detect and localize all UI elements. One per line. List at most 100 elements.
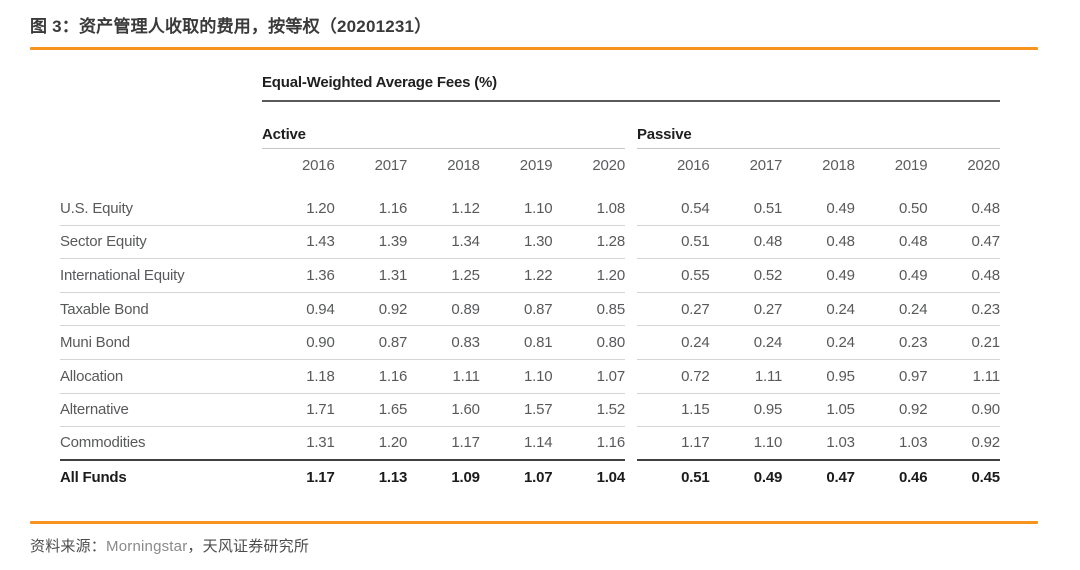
row-segment-active: Alternative 1.71 1.65 1.60 1.57 1.52 — [60, 394, 625, 428]
fee-value-active: 0.83 — [451, 334, 480, 352]
fee-value-active: 0.94 — [306, 300, 335, 318]
fee-value-active: 1.12 — [451, 199, 480, 217]
column-group-gap — [625, 427, 637, 461]
fee-value-passive: 0.24 — [826, 300, 855, 318]
fee-value-active: 1.07 — [596, 367, 626, 385]
fee-value-active: 1.20 — [378, 434, 408, 452]
fee-value-passive: 0.51 — [753, 199, 783, 217]
fee-value-active: 1.08 — [596, 199, 626, 217]
fee-value-active: 1.11 — [452, 367, 480, 385]
fee-value-passive: 0.47 — [971, 233, 1001, 251]
fee-value-active: 1.25 — [451, 266, 480, 284]
year-header-cell: 2016 — [676, 157, 710, 174]
fee-value-active: 1.13 — [378, 469, 408, 487]
fee-value-active: 1.34 — [451, 233, 480, 251]
row-segment-active: Muni Bond 0.90 0.87 0.83 0.81 0.80 — [60, 326, 625, 360]
fee-value-passive: 0.27 — [681, 300, 710, 318]
fee-value-passive: 0.45 — [971, 469, 1001, 487]
fee-value-active: 1.04 — [596, 469, 626, 487]
fee-value-passive: 0.24 — [898, 300, 928, 318]
title-divider-rule — [30, 47, 1038, 50]
fee-value-passive: 1.03 — [826, 434, 855, 452]
source-note: 资料来源：Morningstar，天风证券研究所 — [30, 535, 309, 556]
row-label: International Equity — [60, 266, 185, 284]
fee-value-passive: 0.49 — [898, 266, 928, 284]
fee-value-passive: 0.49 — [753, 469, 783, 487]
fee-value-active: 0.80 — [596, 334, 626, 352]
fee-value-active: 1.17 — [451, 434, 480, 452]
fee-value-passive: 1.03 — [898, 434, 928, 452]
row-label: Allocation — [60, 367, 124, 385]
row-segment-active: International Equity 1.36 1.31 1.25 1.22 1.20 — [60, 259, 625, 293]
row-segment-passive: 0.72 1.11 0.95 0.97 1.11 — [636, 360, 1000, 394]
fee-value-active: 0.92 — [378, 300, 408, 318]
fee-value-passive: 0.24 — [826, 334, 855, 352]
fee-value-active: 0.81 — [523, 334, 553, 352]
column-group-gap — [625, 192, 637, 226]
column-group-gap — [625, 126, 637, 149]
fee-value-active: 1.60 — [451, 401, 480, 419]
fee-value-active: 1.14 — [523, 434, 553, 452]
fee-value-active: 1.36 — [306, 266, 335, 284]
fee-value-passive: 0.92 — [898, 401, 928, 419]
fee-value-active: 1.10 — [523, 367, 553, 385]
fee-value-passive: 1.10 — [753, 434, 783, 452]
row-segment-passive: 0.51 0.48 0.48 0.48 0.47 — [636, 226, 1001, 260]
fee-value-passive: 0.24 — [753, 334, 783, 352]
table-row: Muni Bond 0.90 0.87 0.83 0.81 0.80 0.24 0.24 0.2… — [60, 326, 1000, 360]
fee-value-passive: 0.95 — [826, 367, 855, 385]
fee-value-active: 1.31 — [306, 434, 335, 452]
column-group-gap — [625, 461, 637, 495]
group-header-spacer — [60, 126, 262, 149]
fee-value-passive: 1.15 — [681, 401, 710, 419]
fee-value-passive: 0.46 — [898, 469, 928, 487]
row-segment-passive: 0.54 0.51 0.49 0.50 0.48 — [636, 192, 1000, 226]
row-label: Taxable Bond — [60, 300, 149, 318]
table-row: Sector Equity 1.43 1.39 1.34 1.30 1.28 0.51 0.4… — [60, 226, 1000, 260]
fee-value-passive: 0.48 — [971, 266, 1001, 284]
year-header-cell: 2019 — [894, 157, 928, 174]
fee-value-passive: 0.97 — [898, 367, 928, 385]
table-body: U.S. Equity 1.20 1.16 1.12 1.10 1.08 0.54 0.51 0… — [60, 192, 1000, 495]
year-header-cell: 2016 — [302, 157, 335, 174]
row-segment-passive: 0.27 0.27 0.24 0.24 0.23 — [636, 293, 1000, 327]
row-segment-active: Allocation 1.18 1.16 1.11 1.10 1.07 — [60, 360, 625, 394]
year-header-cell: 2019 — [519, 157, 553, 174]
fee-value-active: 1.39 — [378, 233, 408, 251]
fee-value-passive: 0.50 — [898, 199, 928, 217]
row-label: All Funds — [60, 469, 127, 487]
fee-value-passive: 0.27 — [753, 300, 783, 318]
fee-value-active: 1.57 — [523, 401, 553, 419]
column-group-gap — [625, 360, 637, 394]
column-group-gap — [625, 394, 637, 428]
table-row: International Equity 1.36 1.31 1.25 1.22 1.20… — [60, 259, 1000, 293]
fee-value-passive: 0.90 — [971, 401, 1001, 419]
fee-value-active: 1.30 — [523, 233, 553, 251]
year-header-cell: 2020 — [592, 157, 625, 174]
fee-value-passive: 0.48 — [753, 233, 783, 251]
table-row: Allocation 1.18 1.16 1.11 1.10 1.07 0.72 1.11 0.… — [60, 360, 1000, 394]
row-label: Sector Equity — [60, 233, 147, 251]
fee-value-passive: 0.47 — [826, 469, 855, 487]
fee-value-active: 1.16 — [378, 199, 408, 217]
source-label: 资料来源： — [30, 538, 107, 555]
row-segment-active: Sector Equity 1.43 1.39 1.34 1.30 1.28 — [60, 226, 625, 260]
fee-value-active: 0.90 — [306, 334, 335, 352]
fee-value-passive: 0.23 — [898, 334, 928, 352]
fee-value-active: 1.71 — [306, 401, 335, 419]
fee-value-active: 0.87 — [378, 334, 408, 352]
year-header-cell: 2017 — [374, 157, 408, 174]
fee-value-passive: 0.72 — [681, 367, 710, 385]
year-header-cell: 2018 — [447, 157, 480, 174]
row-segment-active: Commodities 1.31 1.20 1.17 1.14 1.16 — [60, 427, 625, 461]
year-header-row: 2016 2017 2018 2019 2020 2016 2017 2018 2019 2020 — [60, 149, 1000, 176]
source-provider: Morningstar — [106, 538, 188, 555]
fee-value-passive: 0.92 — [971, 434, 1001, 452]
fee-value-active: 1.09 — [451, 469, 480, 487]
fee-value-active: 1.17 — [306, 469, 335, 487]
fee-value-passive: 0.21 — [971, 334, 1001, 352]
fee-value-passive: 0.48 — [898, 233, 928, 251]
table-row: U.S. Equity 1.20 1.16 1.12 1.10 1.08 0.54 0.51 0… — [60, 192, 1000, 226]
fee-value-passive: 0.49 — [826, 199, 855, 217]
fee-value-active: 1.07 — [523, 469, 553, 487]
